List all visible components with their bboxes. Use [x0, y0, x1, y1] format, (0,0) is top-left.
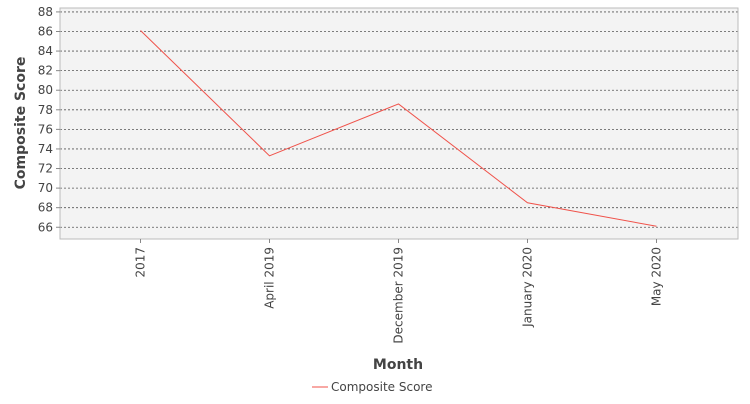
x-tick-label-1: April 2019 — [263, 247, 277, 309]
y-axis-ticks: 66 68 70 72 74 76 78 80 82 84 86 88 — [38, 5, 60, 234]
x-axis-ticks: 2017 April 2019 December 2019 January 2020 M… — [134, 239, 664, 344]
x-axis-title: Month — [373, 357, 423, 373]
legend-label-composite-score: Composite Score — [331, 380, 432, 394]
plot-background — [60, 8, 738, 239]
legend: Composite Score — [312, 380, 432, 394]
y-tick-label-72: 72 — [38, 162, 53, 176]
x-tick-label-2: December 2019 — [392, 247, 406, 344]
x-tick-label-4: May 2020 — [650, 247, 664, 306]
y-tick-label-76: 76 — [38, 122, 53, 136]
y-tick-label-86: 86 — [38, 24, 53, 38]
x-tick-label-0: 2017 — [134, 247, 148, 278]
y-tick-label-66: 66 — [38, 220, 53, 234]
y-tick-label-70: 70 — [38, 181, 53, 195]
y-tick-label-78: 78 — [38, 103, 53, 117]
y-axis-title: Composite Score — [13, 57, 29, 190]
y-tick-label-84: 84 — [38, 44, 53, 58]
y-tick-label-88: 88 — [38, 5, 53, 19]
y-tick-label-74: 74 — [38, 142, 53, 156]
y-tick-label-80: 80 — [38, 83, 53, 97]
y-tick-label-68: 68 — [38, 201, 53, 215]
y-tick-label-82: 82 — [38, 64, 53, 78]
x-tick-label-3: January 2020 — [521, 247, 535, 328]
